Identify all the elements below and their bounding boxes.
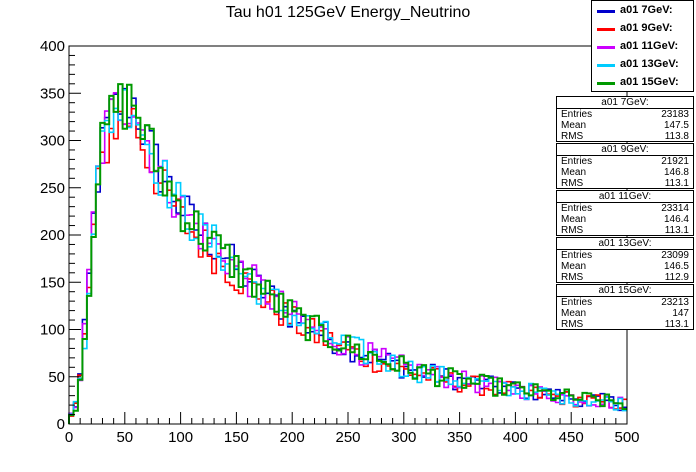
x-tick-label: 150 [224,429,249,446]
stats-box-7gev: a01 7GeV: Entries 23183 Mean 147.5 RMS 113.… [556,96,694,142]
y-tick-label: 0 [57,416,65,433]
stats-rms-label: RMS [561,272,584,283]
series-a01-15gev [68,83,627,424]
stats-mean-value: 146.4 [663,214,689,225]
stats-mean-value: 146.5 [663,261,689,272]
legend-entry: a01 15GeV: [592,74,693,92]
stats-mean-label: Mean [561,167,587,178]
legend-swatch-11gev [597,46,615,49]
legend-entry: a01 11GeV: [592,38,693,56]
stats-mean-value: 147 [672,308,689,319]
y-tick-label: 250 [40,180,65,197]
legend-entry: a01 13GeV: [592,56,693,74]
stats-entries-value: 21921 [661,156,689,167]
y-tick-label: 200 [40,227,65,244]
stats-rms-value: 112.9 [664,272,689,283]
x-tick-label: 0 [65,429,73,446]
x-tick-label: 50 [116,429,133,446]
series-a01-9gev [68,107,627,424]
x-tick-label: 200 [280,429,305,446]
stats-entries-label: Entries [561,297,593,308]
x-tick-label: 100 [168,429,193,446]
series-a01-11gev [68,92,627,424]
stats-box-11gev: a01 11GeV: Entries 23314 Mean 146.4 RMS 113… [556,190,694,236]
stats-mean-label: Mean [561,214,587,225]
axes: 0 50 100 150 200 250 300 350 400 450 500 0 50 100 150 2… [40,38,640,446]
x-tick-label: 500 [614,429,639,446]
stats-mean-label: Mean [561,308,587,319]
stats-title: a01 7GeV: [557,97,693,109]
y-tick-label: 100 [40,322,65,339]
x-tick-label: 450 [559,429,584,446]
stats-box-13gev: a01 13GeV: Entries 23099 Mean 146.5 RMS 112… [556,237,694,283]
legend-swatch-13gev [597,64,615,67]
stats-mean-value: 147.5 [663,120,689,131]
y-tick-label: 350 [40,85,65,102]
stats-mean-label: Mean [561,261,587,272]
stats-title: a01 15GeV: [557,285,693,297]
histogram-series-layer [68,83,627,424]
series-a01-13gev [68,89,627,424]
stats-title: a01 9GeV: [557,144,693,156]
series-a01-7gev [68,87,627,424]
stats-rms-value: 113.8 [664,131,689,142]
stats-rms-label: RMS [561,131,584,142]
legend-label-15gev: a01 15GeV: [620,76,679,88]
stats-entries-label: Entries [561,156,593,167]
histogram-line [68,89,627,424]
stats-entries-value: 23213 [661,297,689,308]
legend-label-13gev: a01 13GeV: [620,58,679,70]
stats-entries-label: Entries [561,203,593,214]
legend-swatch-7gev [597,10,615,13]
legend-entry: a01 7GeV: [592,2,693,20]
stats-box-9gev: a01 9GeV: Entries 21921 Mean 146.8 RMS 113.… [556,143,694,189]
histogram-line [68,87,627,424]
stats-rms-value: 113.1 [664,178,689,189]
plot-frame [68,45,628,425]
stats-mean-label: Mean [561,120,587,131]
legend-label-11gev: a01 11GeV: [620,40,679,52]
legend-swatch-9gev [597,28,615,31]
histogram-line [68,107,627,424]
legend-swatch-15gev [597,82,615,85]
y-tick-label: 300 [40,133,65,150]
stats-box-15gev: a01 15GeV: Entries 23213 Mean 147 RMS 113.1 [556,284,694,330]
histogram-line [68,83,627,424]
legend-label-7gev: a01 7GeV: [620,4,673,16]
stats-rms-label: RMS [561,225,584,236]
x-tick-label: 350 [447,429,472,446]
y-tick-label: 150 [40,274,65,291]
legend-entry: a01 9GeV: [592,20,693,38]
y-tick-label: 400 [40,38,65,55]
y-tick-label: 50 [48,369,65,386]
stats-entries-value: 23314 [661,203,689,214]
stats-rms-label: RMS [561,178,584,189]
stats-entries-value: 23183 [661,109,689,120]
stats-rms-value: 113.1 [664,319,689,330]
stats-rms-value: 113.1 [664,225,689,236]
legend: a01 7GeV: a01 9GeV: a01 11GeV: a01 13GeV… [591,0,694,92]
x-tick-label: 250 [335,429,360,446]
stats-mean-value: 146.8 [663,167,689,178]
stats-title: a01 11GeV: [557,191,693,203]
legend-label-9gev: a01 9GeV: [620,22,673,34]
stats-entries-value: 23099 [661,250,689,261]
stats-title: a01 13GeV: [557,238,693,250]
histogram-line [68,92,627,424]
x-tick-label: 400 [503,429,528,446]
stats-entries-label: Entries [561,109,593,120]
x-tick-label: 300 [391,429,416,446]
stats-entries-label: Entries [561,250,593,261]
stats-rms-label: RMS [561,319,584,330]
